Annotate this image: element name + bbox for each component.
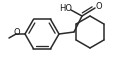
Text: O: O [13,28,20,37]
Text: HO: HO [59,3,72,13]
Text: O: O [95,2,102,11]
